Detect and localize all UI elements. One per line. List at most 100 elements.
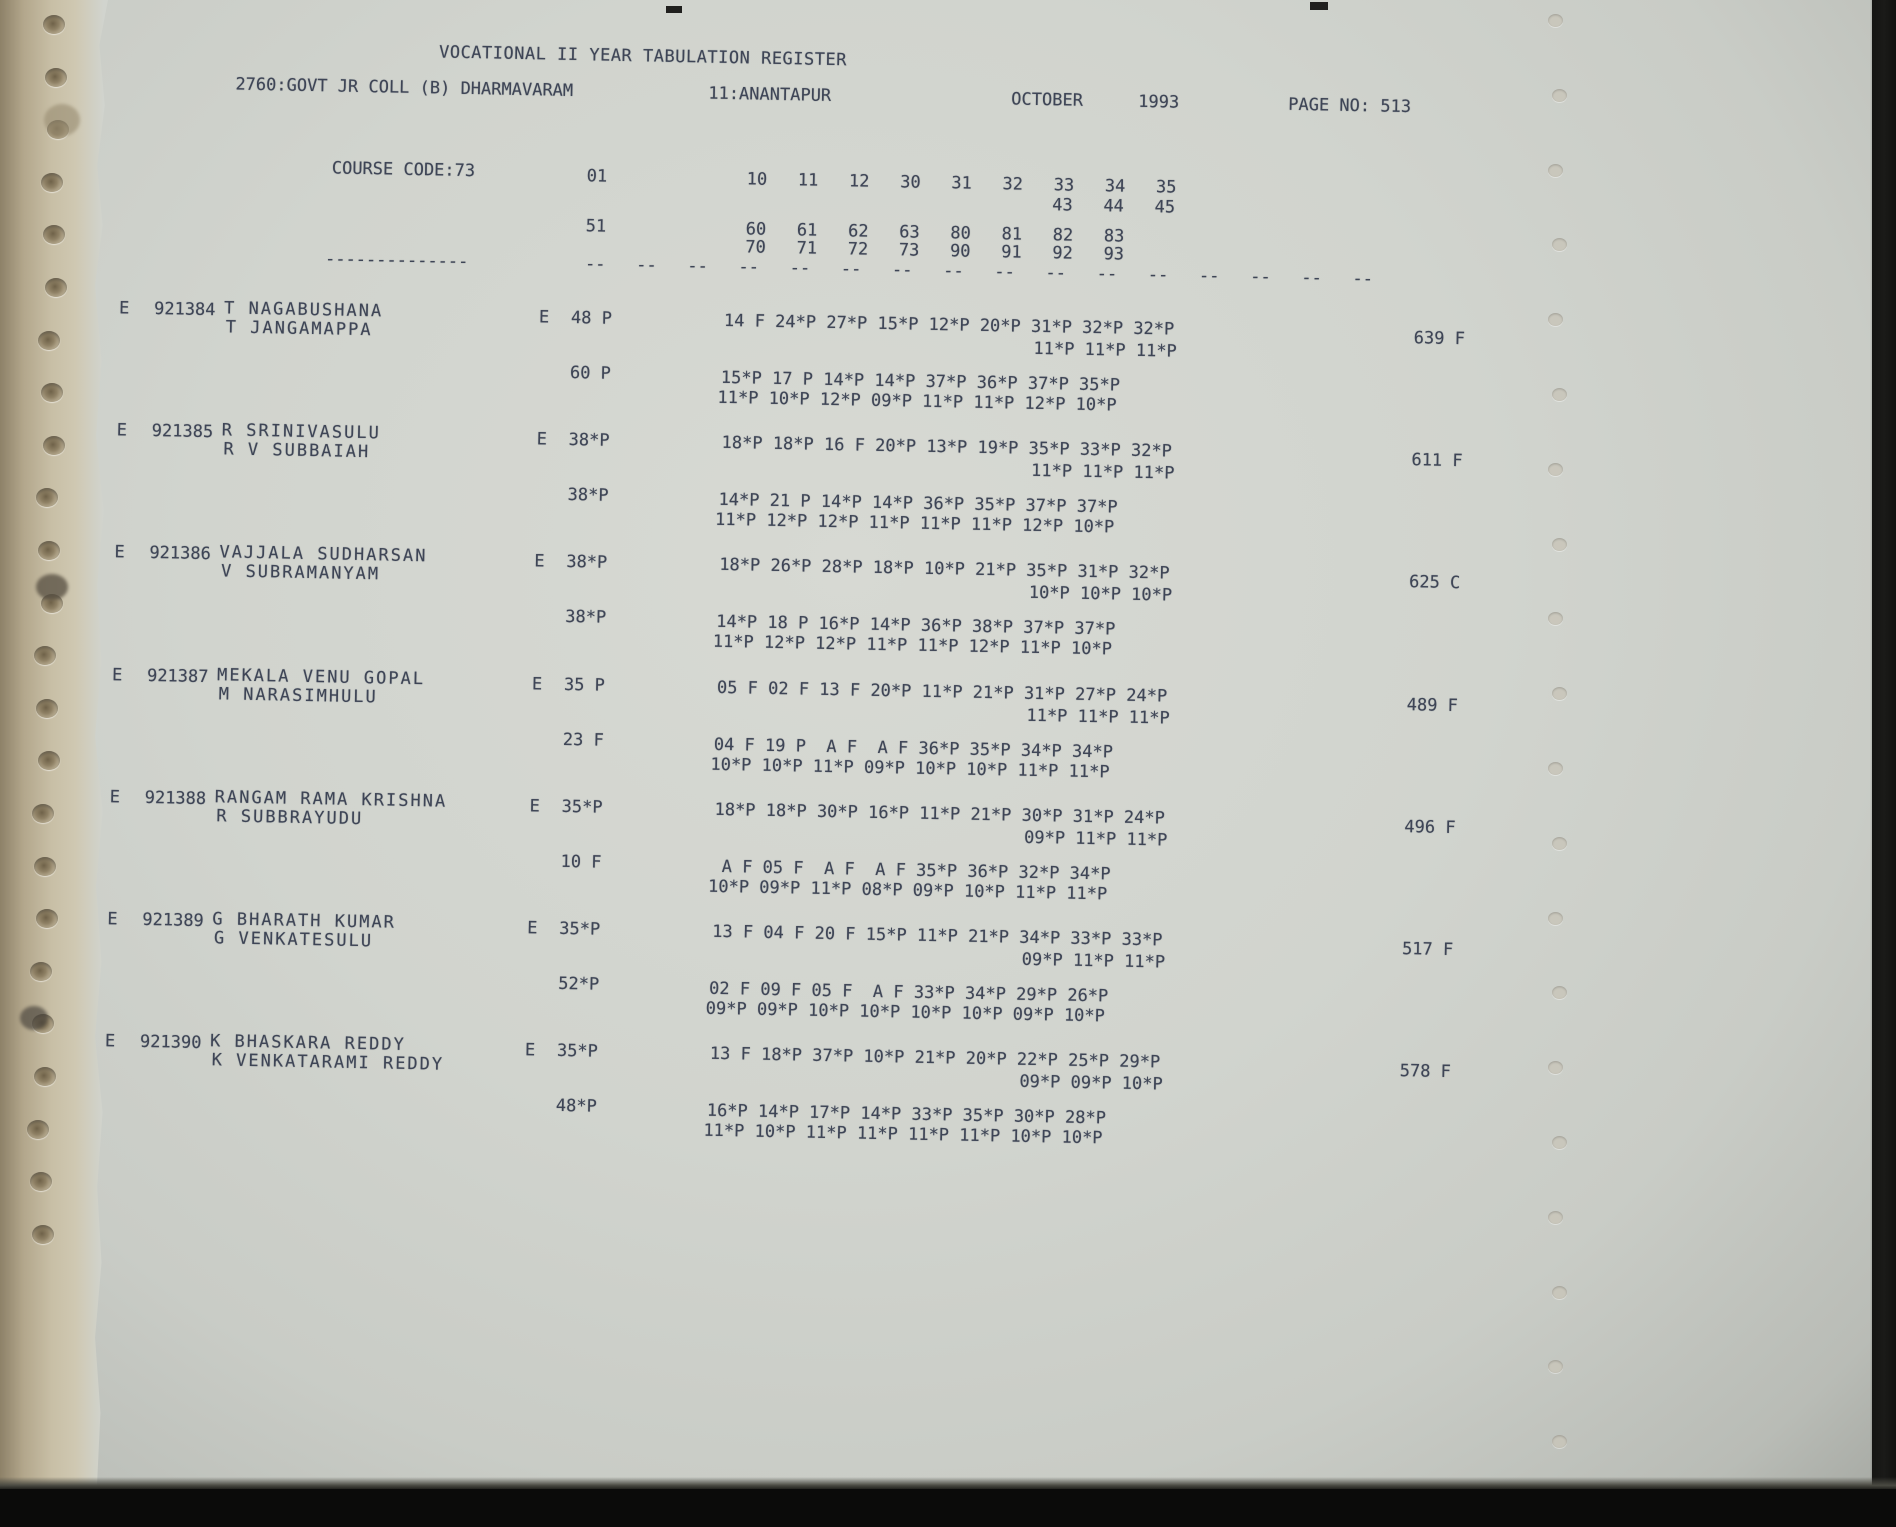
scan-right-shadow xyxy=(1870,0,1896,1527)
record-part1-marks-row2: 09*P 09*P 10*P xyxy=(1019,1071,1163,1095)
record-guardian-name: K VENKATARAMI REDDY xyxy=(211,1050,445,1075)
record-part1-label: 35*P xyxy=(556,1041,599,1062)
record-part1-marks-row1: 18*P 18*P 30*P 16*P 11*P 21*P 30*P 31*P … xyxy=(714,799,1166,829)
college-name: 2760:GOVT JR COLL (B) DHARMAVARAM xyxy=(235,74,574,102)
punch-hole xyxy=(42,225,65,245)
punch-hole xyxy=(36,909,59,929)
record-part1-label: 35 P xyxy=(563,674,606,696)
punch-hole xyxy=(1548,911,1563,925)
punch-hole xyxy=(1548,163,1563,177)
record-total-marks: 517 F xyxy=(1401,939,1454,961)
record-part1-marks-row1: 13 F 18*P 37*P 10*P 21*P 20*P 22*P 25*P … xyxy=(709,1044,1161,1073)
punch-hole xyxy=(1548,313,1563,327)
record-regno: 921384 xyxy=(153,299,216,321)
course-code-label: COURSE CODE:73 xyxy=(331,158,476,182)
punch-hole xyxy=(1548,762,1563,775)
record-part1-marks-row2: 11*P 11*P 11*P xyxy=(1033,338,1177,362)
punch-hole xyxy=(1548,612,1563,626)
record-part1-flag: E xyxy=(538,307,550,328)
record-part1-label: 48 P xyxy=(570,308,613,329)
record-part1-flag: E xyxy=(527,918,538,939)
punch-hole xyxy=(1548,1360,1563,1374)
paper-stain xyxy=(44,104,80,136)
record-part1-marks-row1: 05 F 02 F 13 F 20*P 11*P 21*P 31*P 27*P … xyxy=(716,677,1168,707)
record-part1-flag: E xyxy=(531,673,543,695)
record-regno: 921386 xyxy=(149,543,212,565)
punch-hole xyxy=(42,15,65,34)
punch-hole xyxy=(1552,836,1567,850)
punch-hole xyxy=(1552,687,1567,701)
record-total-marks: 611 F xyxy=(1411,450,1463,472)
record-part2-label: 48*P xyxy=(555,1096,598,1117)
record-part1-flag: E xyxy=(534,551,545,572)
record-part1-marks-row1: 14 F 24*P 27*P 15*P 12*P 20*P 31*P 32*P … xyxy=(723,310,1175,340)
punch-hole xyxy=(1548,14,1563,27)
record-part1-marks-row1: 18*P 18*P 16 F 20*P 13*P 19*P 35*P 33*P … xyxy=(721,433,1173,462)
record-part2-label: 10 F xyxy=(560,851,602,873)
record-medium-flag: E xyxy=(118,298,130,319)
punch-hole xyxy=(45,67,68,87)
record-regno: 921385 xyxy=(151,421,214,443)
record-regno: 921387 xyxy=(146,665,209,687)
punch-hole xyxy=(1552,88,1567,102)
record-part2-label: 38*P xyxy=(567,485,609,506)
record-guardian-name: M NARASIMHULU xyxy=(218,683,378,707)
record-medium-flag: E xyxy=(107,909,118,930)
punch-hole xyxy=(29,961,52,981)
punch-hole xyxy=(1552,1285,1567,1299)
punch-hole xyxy=(34,1067,57,1086)
separator-dashes-left: -------------- xyxy=(324,249,469,273)
record-part1-label: 38*P xyxy=(566,552,608,574)
punch-hole xyxy=(38,751,61,771)
record-part1-marks-row1: 18*P 26*P 28*P 18*P 10*P 21*P 35*P 31*P … xyxy=(719,555,1170,584)
punch-hole xyxy=(1552,238,1567,252)
page-number: PAGE NO: 513 xyxy=(1288,94,1412,118)
punch-hole xyxy=(1548,1210,1563,1224)
record-medium-flag: E xyxy=(116,420,128,441)
punch-hole xyxy=(36,488,59,508)
ink-smudge xyxy=(36,574,68,600)
page-title: VOCATIONAL II YEAR TABULATION REGISTER xyxy=(438,42,848,71)
punch-hole xyxy=(38,541,61,560)
punch-hole xyxy=(1552,1435,1567,1449)
subject-columns-row1b: 43 44 45 xyxy=(1052,195,1176,218)
record-part1-flag: E xyxy=(524,1040,536,1061)
punch-hole xyxy=(34,856,56,876)
punch-hole xyxy=(40,383,63,403)
record-part2-label: 60 P xyxy=(569,363,612,384)
ink-smudge xyxy=(20,1006,48,1030)
punch-hole xyxy=(27,1119,50,1139)
record-regno: 921389 xyxy=(142,909,204,932)
punch-hole xyxy=(1552,1136,1567,1149)
record-medium-flag: E xyxy=(111,664,123,686)
punch-hole xyxy=(45,278,68,297)
record-part2-label: 52*P xyxy=(558,973,600,995)
subject-group2-code: 51 xyxy=(585,216,607,237)
punch-hole xyxy=(1552,388,1567,401)
record-part1-label: 35*P xyxy=(561,796,603,818)
punch-hole xyxy=(31,1224,54,1244)
record-part1-marks-row2: 09*P 11*P 11*P xyxy=(1023,827,1168,851)
record-regno: 921388 xyxy=(144,787,207,809)
scan-artifact xyxy=(666,6,682,13)
scan-bottom-shadow xyxy=(0,1477,1896,1489)
record-part1-marks-row2: 10*P 10*P 10*P xyxy=(1028,583,1173,606)
record-part2-label: 23 F xyxy=(562,729,605,751)
record-total-marks: 639 F xyxy=(1413,328,1466,350)
punch-hole xyxy=(1548,462,1563,476)
record-total-marks: 625 C xyxy=(1408,572,1461,594)
punch-hole xyxy=(1548,1061,1563,1075)
scan-artifact xyxy=(1310,2,1328,10)
record-guardian-name: R V SUBBAIAH xyxy=(223,439,371,463)
punch-hole xyxy=(33,646,56,666)
scan-bottom-edge xyxy=(0,1489,1896,1527)
punch-hole xyxy=(29,1172,52,1192)
record-regno: 921390 xyxy=(139,1032,202,1054)
record-medium-flag: E xyxy=(104,1031,116,1052)
record-part1-marks-row2: 11*P 11*P 11*P xyxy=(1026,705,1170,729)
record-part2-label: 38*P xyxy=(565,607,607,629)
punch-hole xyxy=(40,172,63,192)
record-part1-flag: E xyxy=(536,429,548,450)
